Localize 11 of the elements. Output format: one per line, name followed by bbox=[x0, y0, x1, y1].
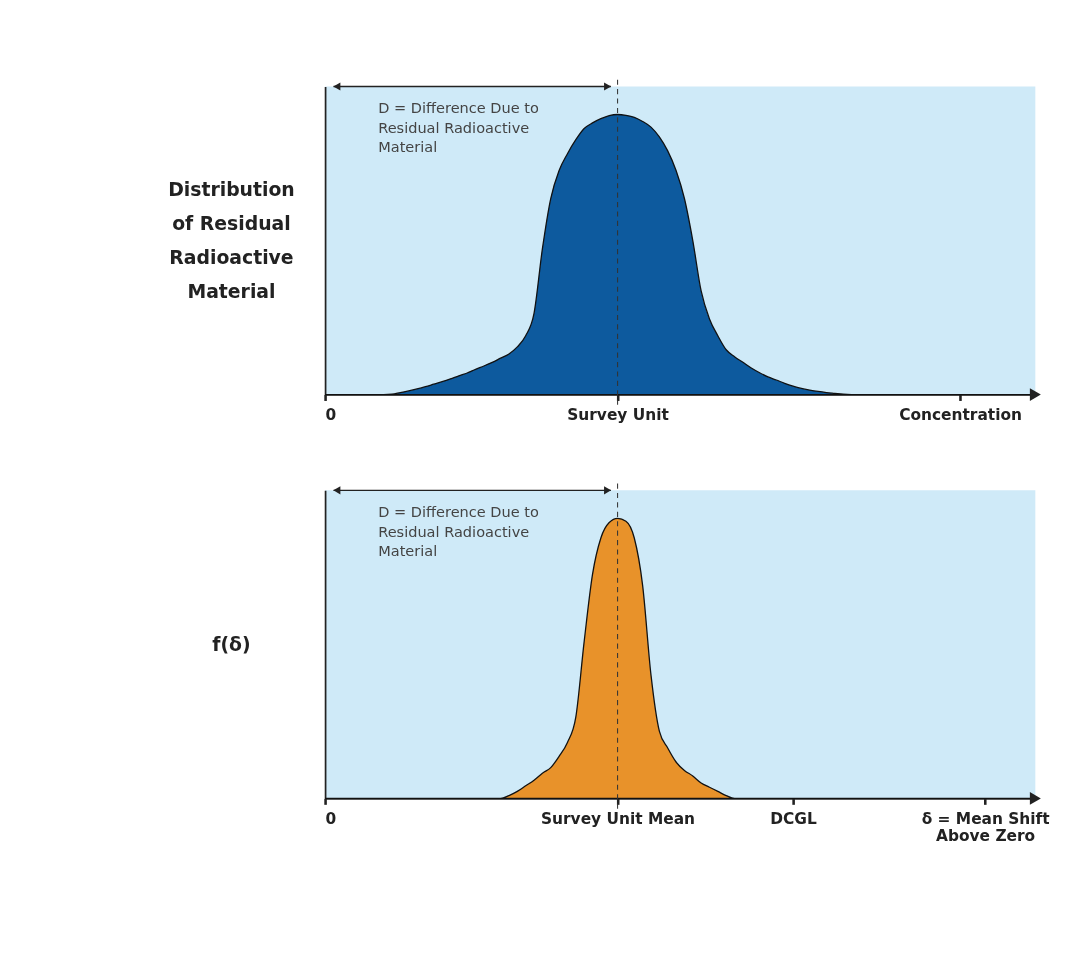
annotation: D = Difference Due to Residual Radioactive Material bbox=[378, 100, 539, 156]
y-axis-title: f(δ) bbox=[212, 633, 251, 655]
x-tick-label: Concentration bbox=[899, 405, 1022, 424]
x-tick-label: Survey Unit Mean bbox=[540, 809, 696, 828]
x-tick-label: 0 bbox=[325, 405, 337, 424]
x-tick-label: δ = Mean Shift Above Zero bbox=[921, 809, 1050, 845]
x-tick-label: DCGL bbox=[770, 809, 817, 828]
y-axis-title: Distribution of Residual Radioactive Material bbox=[168, 178, 295, 303]
x-tick-label: Survey Unit bbox=[567, 405, 669, 424]
x-tick-label: 0 bbox=[325, 809, 337, 828]
annotation: D = Difference Due to Residual Radioactive Material bbox=[378, 503, 539, 560]
